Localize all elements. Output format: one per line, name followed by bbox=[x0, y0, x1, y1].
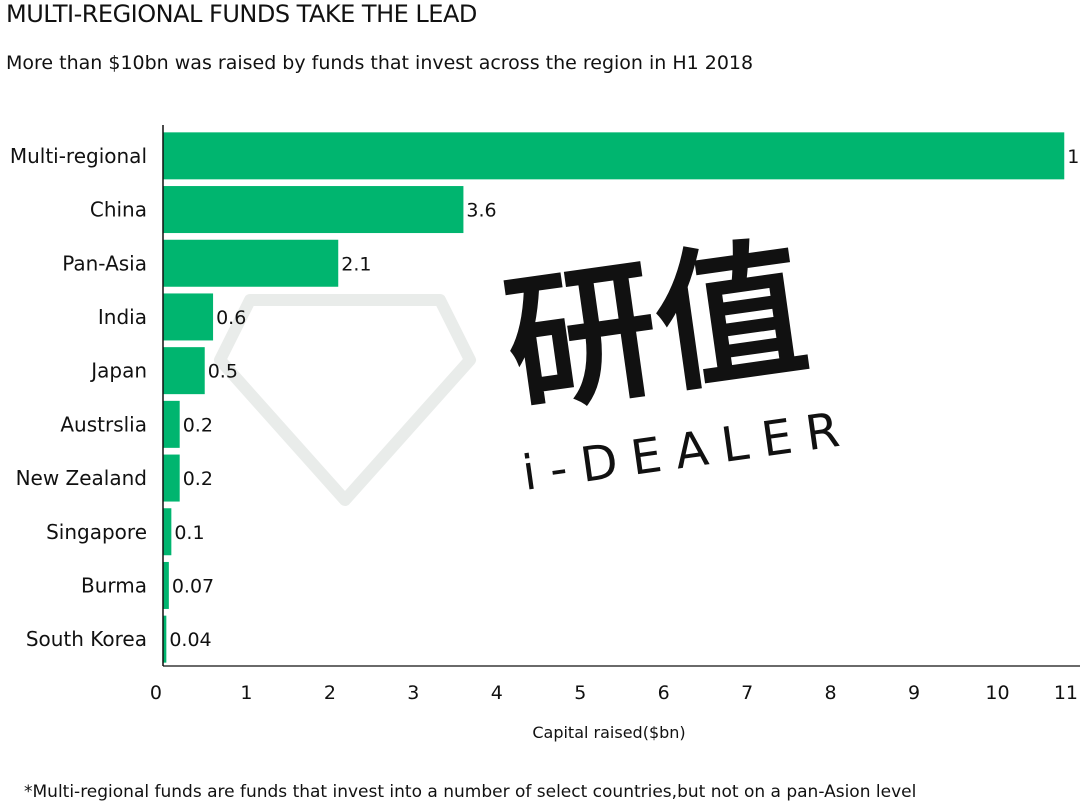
value-label-0: 10.8 bbox=[1067, 146, 1080, 168]
category-label-6: New Zealand bbox=[16, 466, 147, 490]
watermark-diamond-icon bbox=[214, 294, 476, 506]
value-label-3: 0.6 bbox=[216, 307, 246, 329]
x-tick-label-5: 5 bbox=[574, 682, 586, 704]
x-tick-label-0: 0 bbox=[150, 682, 162, 704]
footnote: *Multi-regional funds are funds that inv… bbox=[24, 782, 917, 802]
bar-9 bbox=[163, 615, 167, 663]
bar-6 bbox=[163, 454, 180, 502]
axis-layer: 0 1 2 3 4 5 6 7 8 9 10 11 bbox=[150, 125, 1080, 704]
x-tick-label-1: 1 bbox=[240, 682, 252, 704]
category-label-1: China bbox=[90, 198, 147, 222]
x-tick-label-6: 6 bbox=[658, 682, 670, 704]
x-tick-label-7: 7 bbox=[741, 682, 753, 704]
value-label-4: 0.5 bbox=[208, 361, 238, 383]
category-label-8: Burma bbox=[81, 573, 147, 597]
chart-title: MULTI-REGIONAL FUNDS TAKE THE LEAD bbox=[6, 0, 477, 28]
x-tick-label-4: 4 bbox=[491, 682, 503, 704]
bar-3 bbox=[163, 293, 214, 341]
category-label-7: Singapore bbox=[46, 520, 147, 544]
chart-subtitle: More than $10bn was raised by funds that… bbox=[6, 52, 754, 74]
value-label-5: 0.2 bbox=[183, 414, 213, 436]
category-label-5: Austrslia bbox=[60, 412, 147, 436]
value-label-8: 0.07 bbox=[172, 575, 214, 597]
value-label-1: 3.6 bbox=[466, 200, 496, 222]
x-tick-label-10: 10 bbox=[985, 682, 1009, 704]
x-tick-label-2: 2 bbox=[324, 682, 336, 704]
category-label-0: Multi-regional bbox=[10, 144, 147, 168]
x-axis-label: Capital raised($bn) bbox=[532, 723, 685, 742]
bar-4 bbox=[163, 347, 205, 395]
category-label-3: India bbox=[98, 305, 147, 329]
bar-8 bbox=[163, 561, 169, 609]
bar-1 bbox=[163, 186, 464, 234]
category-label-4: Japan bbox=[89, 359, 147, 383]
value-label-7: 0.1 bbox=[174, 522, 204, 544]
category-label-2: Pan-Asia bbox=[62, 251, 147, 275]
value-label-9: 0.04 bbox=[169, 629, 211, 651]
bar-0 bbox=[163, 132, 1065, 180]
x-tick-label-3: 3 bbox=[407, 682, 419, 704]
x-tick-label-9: 9 bbox=[908, 682, 920, 704]
watermark-chinese-text: 研值 bbox=[496, 222, 817, 436]
x-tick-label-8: 8 bbox=[825, 682, 837, 704]
bars-layer bbox=[163, 132, 1065, 663]
x-tick-label-11: 11 bbox=[1054, 682, 1078, 704]
category-label-9: South Korea bbox=[26, 627, 147, 651]
bar-2 bbox=[163, 239, 339, 287]
value-label-6: 0.2 bbox=[183, 468, 213, 490]
bar-5 bbox=[163, 400, 180, 448]
value-label-2: 2.1 bbox=[341, 253, 371, 275]
labels-layer: Multi-regional 10.8 China 3.6 Pan-Asia 2.1 Ind… bbox=[10, 144, 1080, 651]
bar-7 bbox=[163, 508, 172, 556]
